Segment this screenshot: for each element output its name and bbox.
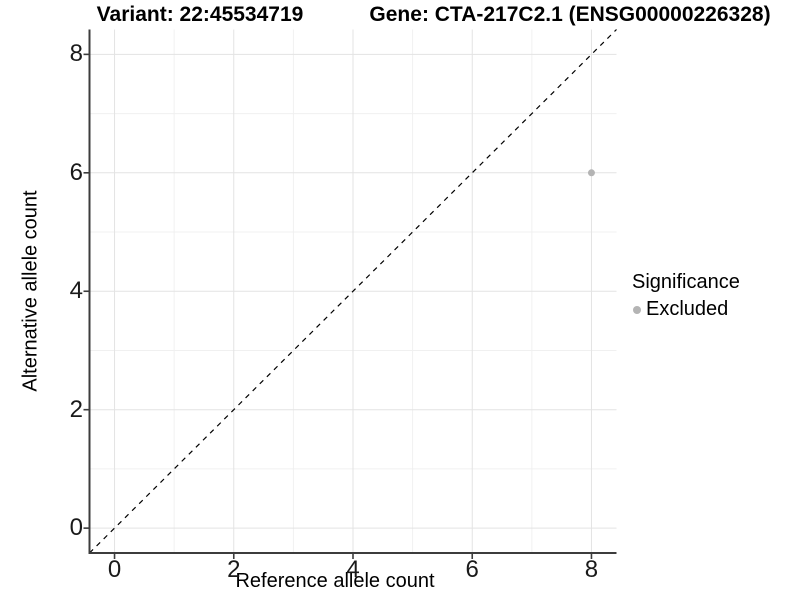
data-point bbox=[587, 169, 595, 177]
legend-item-excluded: Excluded bbox=[633, 298, 740, 321]
x-tick-label: 4 bbox=[346, 556, 360, 583]
y-tick-label: 0 bbox=[69, 514, 83, 542]
y-tick-label: 6 bbox=[69, 158, 83, 186]
y-tick-label: 4 bbox=[69, 277, 83, 305]
identity-line bbox=[89, 29, 617, 554]
excluded-marker-icon bbox=[633, 305, 641, 314]
gene-title: Gene: CTA-217C2.1 (ENSG00000226328) bbox=[369, 3, 771, 26]
x-axis-title: Reference allele count bbox=[235, 570, 435, 592]
x-tick-label: 8 bbox=[584, 556, 599, 583]
x-tick-label: 2 bbox=[227, 556, 241, 583]
variant-title: Variant: 22:45534719 bbox=[96, 3, 304, 26]
x-tick-label: 6 bbox=[465, 556, 479, 583]
legend-item-label: Excluded bbox=[646, 298, 729, 320]
y-tick-label: 8 bbox=[69, 40, 83, 68]
y-tick-label: 2 bbox=[69, 395, 83, 423]
x-tick-label: 0 bbox=[107, 556, 122, 583]
legend-title: Significance bbox=[632, 271, 740, 293]
legend: Significance Excluded bbox=[632, 271, 740, 321]
